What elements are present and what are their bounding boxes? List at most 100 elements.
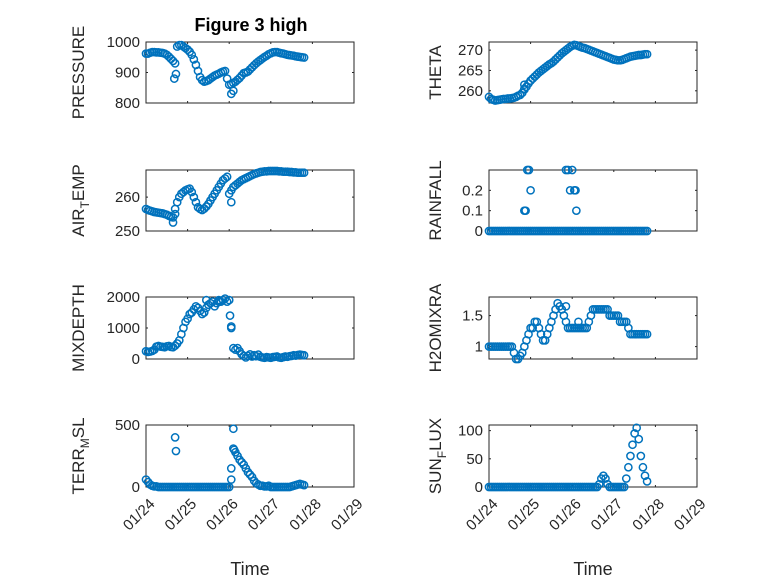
data-point (632, 423, 642, 433)
data-point (642, 477, 652, 486)
y-axis-label: H2OMIXRA (426, 283, 445, 372)
data-point (619, 482, 629, 492)
y-tick-label: 250 (115, 223, 140, 240)
data-point (634, 434, 644, 444)
data-point (172, 197, 182, 207)
y-axis-label-subscript: F (435, 451, 449, 458)
subplot-theta: 260 265 270 THETA (426, 40, 698, 105)
data-series (484, 298, 652, 364)
data-point (171, 446, 181, 456)
data-point (626, 451, 635, 461)
y-tick-label: 100 (458, 423, 483, 440)
subplot-pressure: 800 900 1000 PRESSURE (69, 26, 355, 120)
subplot-h2omixra: 1 1.5 H2OMIXRA (426, 283, 698, 372)
y-tick-label: 500 (115, 417, 140, 434)
data-point (642, 49, 652, 59)
data-point (169, 74, 179, 83)
data-point (225, 311, 235, 320)
data-point (594, 479, 604, 489)
data-point (624, 462, 633, 472)
axes-box (145, 296, 355, 360)
data-point (171, 69, 181, 79)
data-point (638, 462, 648, 472)
y-axis-label-main: SUN (426, 458, 445, 494)
y-axis-label: AIRTEMP (69, 164, 92, 237)
data-point (220, 174, 230, 183)
data-point (299, 350, 309, 360)
data-point (520, 84, 529, 94)
subplot-air-temp: 250 260 AIRTEMP (69, 164, 355, 240)
data-point (201, 295, 211, 305)
data-point (187, 187, 197, 197)
y-tick-label: 260 (458, 83, 483, 100)
y-tick-label: 2000 (107, 289, 140, 306)
x-axis-label: Time (230, 559, 269, 579)
data-point (229, 424, 238, 434)
data-point (222, 297, 232, 306)
y-tick-label: 0.2 (462, 182, 483, 199)
y-tick-label: 0.1 (462, 203, 483, 220)
y-axis-label: RAINFALL (426, 160, 445, 240)
y-tick-label: 265 (458, 62, 483, 79)
data-point (231, 345, 240, 355)
y-tick-label: 1.5 (462, 308, 483, 325)
data-point (565, 185, 575, 195)
data-point (299, 53, 309, 62)
data-point (222, 172, 232, 182)
data-point (197, 309, 207, 319)
data-point (189, 55, 199, 64)
y-axis-label: TERRMSL (69, 417, 92, 494)
data-point (235, 455, 244, 465)
x-tick-label: 01/24 (463, 495, 502, 534)
data-point (601, 474, 610, 483)
x-tick-label: 01/29 (328, 495, 367, 534)
y-tick-label: 800 (115, 95, 140, 112)
y-axis-label-main: THETA (426, 45, 445, 100)
figure-title: Figure 3 high (194, 15, 307, 35)
x-tick-label: 01/28 (286, 495, 325, 534)
y-tick-label: 900 (115, 65, 140, 82)
data-series (141, 166, 309, 227)
y-axis-label-main: PRESSURE (69, 26, 88, 120)
y-axis-label-subscript: M (78, 438, 92, 448)
data-point (299, 168, 309, 178)
data-point (237, 457, 247, 467)
data-point (229, 86, 238, 96)
data-point (563, 165, 573, 175)
subplot-rainfall: 0 0.1 0.2 RAINFALL (426, 160, 698, 241)
data-series (141, 294, 309, 363)
data-point (243, 467, 253, 477)
y-tick-label: 260 (115, 189, 140, 206)
data-point (220, 66, 230, 76)
subplot-mixdepth: 0 1000 2000 MIXDEPTH (69, 284, 355, 372)
data-point (226, 322, 236, 331)
x-tick-label: 01/25 (162, 495, 201, 534)
subplot-terr-msl: 0 500 01/24 01/25 01/26 01/27 01/28 01/29 Time TE… (69, 417, 366, 579)
data-point (224, 295, 234, 305)
y-tick-label: 50 (466, 451, 483, 468)
y-axis-label-rest: LUX (426, 418, 445, 451)
data-point (170, 59, 180, 68)
subplot-sun-flux: 0 50 100 01/24 01/25 01/26 01/27 01/28 01/29 Time… (426, 418, 709, 579)
y-axis-label-main: RAINFALL (426, 160, 445, 240)
y-tick-label: 270 (458, 42, 483, 59)
x-tick-label: 01/24 (120, 495, 159, 534)
x-tick-label: 01/26 (203, 495, 242, 534)
y-axis-label: SUNFLUX (426, 418, 449, 494)
x-axis-label: Time (573, 559, 612, 579)
data-point (567, 165, 577, 175)
data-point (168, 218, 178, 227)
x-tick-label: 01/27 (588, 495, 627, 534)
data-point (172, 42, 182, 51)
data-series (484, 423, 652, 492)
data-point (141, 475, 151, 484)
data-point (214, 297, 224, 306)
data-point (243, 351, 253, 361)
data-point (524, 165, 534, 175)
data-point (170, 433, 180, 442)
data-point (642, 226, 652, 236)
data-point (226, 197, 236, 207)
data-series (484, 40, 652, 105)
axes-box (488, 424, 698, 488)
x-tick-label: 01/25 (505, 495, 544, 534)
